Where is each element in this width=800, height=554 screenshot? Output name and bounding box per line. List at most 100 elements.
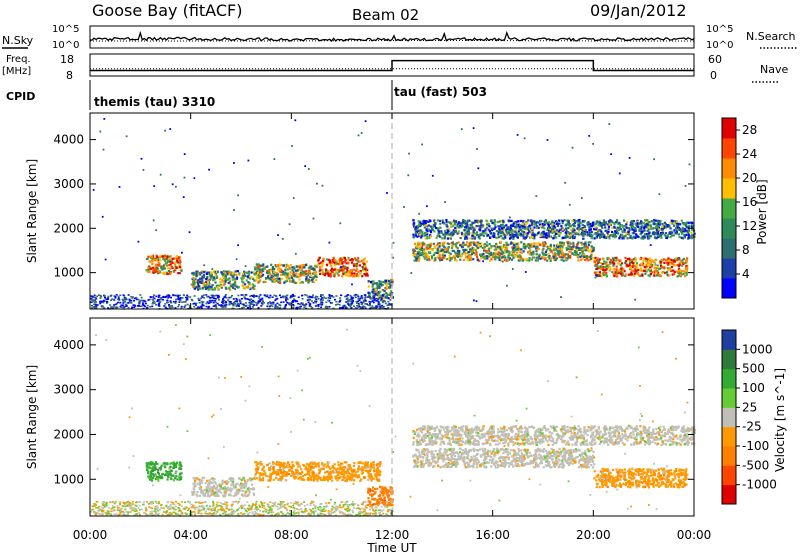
echo-cell xyxy=(457,255,460,258)
echo-cell xyxy=(159,254,162,257)
echo-cell xyxy=(338,259,341,262)
colorbar-tick-label: 8 xyxy=(742,243,750,257)
echo-cell xyxy=(436,242,440,245)
echo-cell xyxy=(542,224,545,227)
echo-cell xyxy=(232,271,235,274)
echo-cell xyxy=(497,247,500,250)
echo-cell xyxy=(263,507,266,510)
echo-cell xyxy=(332,506,335,509)
echo-cell xyxy=(127,294,130,296)
echo-cell xyxy=(629,267,632,270)
echo-cell xyxy=(92,296,95,298)
echo-cell xyxy=(167,294,170,296)
echo-cell xyxy=(640,269,644,272)
echo-cell xyxy=(271,505,274,507)
echo-cell xyxy=(634,298,637,301)
echo-cell xyxy=(350,298,353,301)
echo-cell xyxy=(249,283,252,286)
echo-cell xyxy=(115,513,118,515)
echo-cell xyxy=(422,252,425,255)
echo-cell xyxy=(607,230,610,233)
echo-cell xyxy=(216,302,219,305)
echo-cell xyxy=(118,186,121,188)
echo-cell xyxy=(217,296,219,299)
echo-cell xyxy=(324,306,327,309)
echo-cell xyxy=(213,271,216,274)
echo-cell xyxy=(567,227,570,230)
echo-cell xyxy=(130,509,133,512)
echo-cell xyxy=(260,305,263,307)
echo-cell xyxy=(489,231,492,234)
echo-cell xyxy=(382,512,385,515)
echo-cell xyxy=(452,243,455,246)
echo-cell xyxy=(604,269,607,272)
echo-cell xyxy=(416,247,419,250)
echo-cell xyxy=(526,234,529,237)
echo-cell xyxy=(376,291,379,294)
echo-cell xyxy=(655,271,658,274)
echo-cell xyxy=(620,224,624,227)
echo-cell xyxy=(350,503,353,505)
echo-cell xyxy=(686,257,689,260)
echo-cell xyxy=(586,231,589,234)
echo-cell xyxy=(246,307,249,309)
echo-cell xyxy=(676,226,679,229)
echo-cell xyxy=(540,255,543,259)
echo-cell xyxy=(342,307,345,309)
echo-cell xyxy=(477,225,480,228)
echo-cell xyxy=(611,230,614,234)
echo-cell xyxy=(205,286,208,289)
echo-cell xyxy=(599,261,603,265)
echo-cell xyxy=(537,242,540,245)
echo-cell xyxy=(185,299,188,301)
echo-cell xyxy=(335,295,338,297)
echo-cell xyxy=(429,229,432,232)
echo-cell xyxy=(447,257,450,260)
echo-cell xyxy=(523,137,526,140)
echo-cell xyxy=(208,282,211,285)
echo-cell xyxy=(568,203,571,206)
echo-cell xyxy=(391,279,394,282)
colorbar-swatch xyxy=(722,118,736,139)
echo-cell xyxy=(110,294,113,297)
echo-cell xyxy=(568,246,571,249)
echo-cell xyxy=(357,302,360,305)
echo-cell xyxy=(228,296,231,299)
echo-cell xyxy=(271,266,274,269)
echo-cell xyxy=(632,274,636,277)
echo-cell xyxy=(168,264,171,267)
echo-cell xyxy=(339,300,341,302)
echo-cell xyxy=(488,243,491,246)
echo-cell xyxy=(311,294,314,296)
echo-cell xyxy=(269,294,272,297)
echo-cell xyxy=(99,297,102,299)
echo-cell xyxy=(256,267,259,270)
echo-cell xyxy=(179,299,182,301)
echo-cell xyxy=(195,274,199,277)
echo-cell xyxy=(581,250,584,253)
echo-cell xyxy=(268,277,271,280)
echo-cell xyxy=(605,263,608,266)
echo-cell xyxy=(312,268,315,271)
echo-cell xyxy=(353,294,356,297)
echo-cell xyxy=(534,259,537,262)
echo-cell xyxy=(635,262,639,265)
echo-cell xyxy=(478,259,481,262)
echo-cell xyxy=(493,227,496,230)
echo-cell xyxy=(206,508,209,510)
echo-cell xyxy=(238,305,240,307)
echo-cell xyxy=(198,505,201,508)
echo-cell xyxy=(186,294,189,297)
echo-cell xyxy=(428,258,431,262)
echo-cell xyxy=(602,222,606,225)
echo-cell xyxy=(151,299,154,301)
echo-cell xyxy=(461,246,464,249)
echo-cell xyxy=(577,224,580,227)
echo-cell xyxy=(362,268,365,271)
echo-cell xyxy=(335,262,338,265)
echo-cell xyxy=(304,264,307,267)
echo-cell xyxy=(241,284,244,287)
echo-cell xyxy=(211,288,214,291)
echo-cell xyxy=(661,229,664,232)
echo-cell xyxy=(542,247,545,250)
